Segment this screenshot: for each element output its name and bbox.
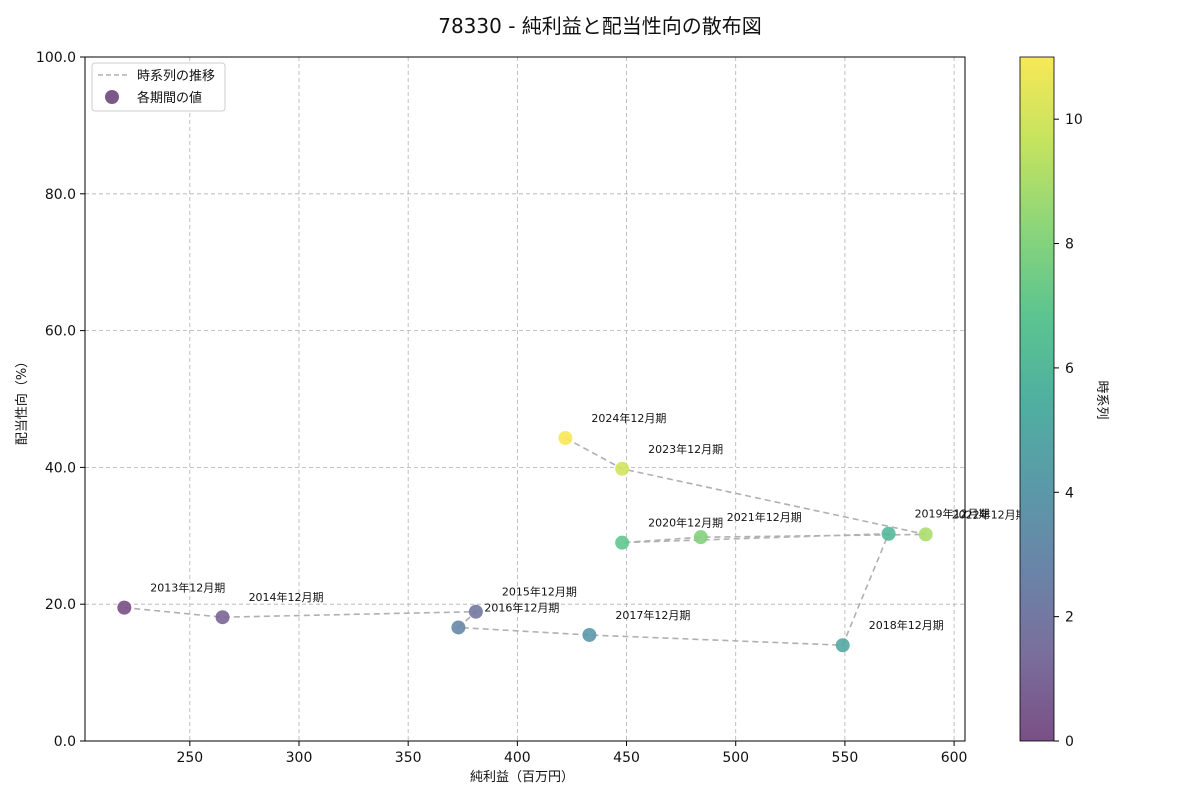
colorbar: 0 2 4 6 8 10 時系列 <box>1019 56 1109 750</box>
x-tick-label: 400 <box>504 750 531 766</box>
x-tick-label: 350 <box>395 750 422 766</box>
data-point <box>693 530 708 545</box>
trend-line <box>124 437 926 647</box>
x-tick-label: 500 <box>722 750 749 766</box>
y-tick-label: 100.0 <box>36 50 76 66</box>
colorbar-ticks: 0 2 4 6 8 10 <box>1054 112 1083 750</box>
colorbar-tick-label: 10 <box>1065 112 1083 128</box>
x-tick-label: 600 <box>941 750 968 766</box>
point-label: 2013年12月期 <box>150 581 225 595</box>
legend-point-swatch <box>105 90 119 104</box>
data-point <box>615 461 630 476</box>
colorbar-tick-label: 0 <box>1065 734 1074 750</box>
point-label: 2018年12月期 <box>869 618 944 632</box>
x-tick-label: 550 <box>832 750 859 766</box>
data-point <box>615 535 630 550</box>
colorbar-gradient <box>1019 56 1055 742</box>
point-label: 2015年12月期 <box>502 585 577 599</box>
colorbar-tick-label: 6 <box>1065 361 1074 377</box>
plot-frame <box>84 56 966 742</box>
colorbar-tick-label: 4 <box>1065 485 1074 501</box>
data-point <box>918 527 933 542</box>
data-point <box>468 604 483 619</box>
data-points <box>117 430 933 653</box>
legend-line-label: 時系列の推移 <box>137 69 215 84</box>
colorbar-label: 時系列 <box>1094 380 1109 419</box>
x-tick-label: 300 <box>286 750 313 766</box>
y-tick-label: 40.0 <box>45 460 76 476</box>
point-label: 2021年12月期 <box>727 510 802 524</box>
legend-point-label: 各期間の値 <box>137 90 202 106</box>
point-label: 2023年12月期 <box>648 442 723 456</box>
point-label: 2017年12月期 <box>615 608 690 622</box>
colorbar-tick-label: 8 <box>1065 237 1074 253</box>
y-tick-label: 60.0 <box>45 324 76 340</box>
y-tick-label: 20.0 <box>45 597 76 613</box>
data-point <box>117 600 132 615</box>
y-tick-label: 80.0 <box>45 187 76 203</box>
colorbar-tick-label: 2 <box>1065 610 1074 626</box>
x-tick-label: 250 <box>176 750 203 766</box>
point-label: 2020年12月期 <box>648 516 723 530</box>
chart-title: 78330 - 純利益と配当性向の散布図 <box>438 14 762 38</box>
point-label: 2014年12月期 <box>249 590 324 604</box>
trend-path <box>124 437 926 647</box>
data-point <box>451 620 466 635</box>
data-point <box>558 430 573 445</box>
data-point <box>881 526 896 541</box>
data-point <box>582 627 597 642</box>
y-axis-label: 配当性向（%） <box>14 355 30 445</box>
y-tick-label: 0.0 <box>54 734 76 750</box>
data-point <box>835 638 850 653</box>
x-axis-label: 純利益（百万円） <box>470 770 574 785</box>
legend: 時系列の推移 各期間の値 <box>91 62 226 112</box>
grid <box>85 56 965 742</box>
x-tick-label: 450 <box>613 750 640 766</box>
data-point <box>215 610 230 625</box>
point-label: 2019年12月期 <box>915 507 990 521</box>
point-label: 2016年12月期 <box>484 600 559 614</box>
point-label: 2022年12月期 <box>952 507 1027 521</box>
point-label: 2024年12月期 <box>591 411 666 425</box>
axis-ticks: 250 300 350 400 450 500 550 600 0.0 20.0 40.0 60.0 8… <box>36 50 968 766</box>
